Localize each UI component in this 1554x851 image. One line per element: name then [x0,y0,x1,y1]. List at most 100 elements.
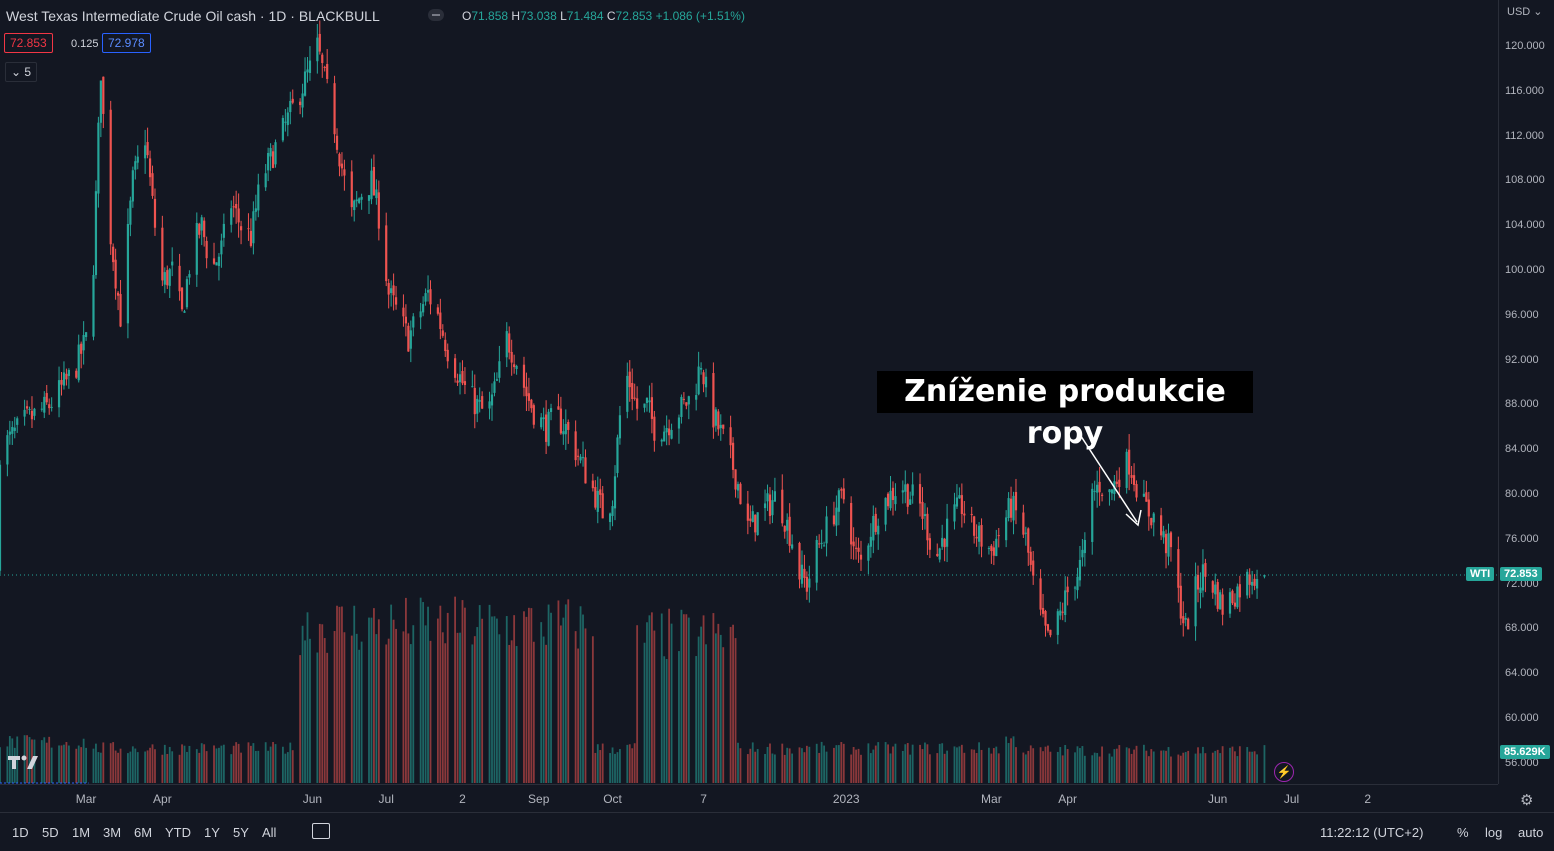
timeframe-button-1m[interactable]: 1M [72,825,91,840]
candle-body [611,506,614,516]
volume-bar [183,745,186,783]
volume-bar [370,617,373,783]
volume-bar [326,652,329,783]
time-axis[interactable]: ⚙ Mar Apr Jun Jul 2 Sep Oct 7 2023 Mar Apr Jun Jul 2 [0,784,1533,813]
timeframe-button-ytd[interactable]: YTD [165,825,191,840]
volume-bar [392,619,395,783]
timeframe-button-3m[interactable]: 3M [103,825,122,840]
volume-bar [717,623,720,783]
timeframe-button-5d[interactable]: 5D [42,825,59,840]
volume-bar [99,752,102,783]
candle-body [254,208,257,212]
candle-body [1096,484,1099,493]
volume-bar [732,624,734,783]
volume-bar [626,744,629,783]
candle-body [274,142,277,165]
candle-body [180,287,184,310]
volume-bar [1162,750,1165,783]
annotation-label[interactable]: Zníženie produkcie ropy [877,371,1253,451]
volume-bar [473,636,476,783]
volume-bar [609,753,611,783]
volume-bar [532,641,535,783]
candle-body [1044,611,1047,626]
chevron-down-icon: ⌄ [11,65,22,79]
candle-body [1194,576,1197,627]
candle-body [1162,531,1165,538]
candle-body [1179,585,1182,619]
chart-area[interactable]: West Texas Intermediate Crude Oil cash ·… [0,0,1498,784]
minus-icon[interactable] [428,9,444,21]
candle-body [530,399,533,409]
candle-body [901,490,904,493]
volume-bar [45,742,48,783]
indicators-toggle[interactable]: ⌄ 5 [5,62,38,82]
time-tick-label: Jun [302,792,323,806]
price-tick-label: 68.000 [1505,622,1539,635]
candle-body [340,163,344,169]
volume-bar [198,752,201,783]
percent-toggle[interactable]: % [1457,825,1469,840]
volume-bar [702,615,705,783]
volume-bar [252,743,255,783]
volume-bar [1253,751,1256,783]
candle-body [471,386,474,388]
volume-bar [842,743,845,783]
volume-bar [1160,750,1163,783]
volume-bar [1147,756,1150,783]
timeframe-button-all[interactable]: All [262,825,277,840]
log-toggle[interactable]: log [1485,825,1503,840]
volume-bar [117,752,119,783]
timeframe-button-5y[interactable]: 5Y [233,825,249,840]
time-tick-label: Jun [1208,792,1228,806]
volume-bar [805,745,808,783]
candle-body [385,225,388,282]
calendar-icon[interactable] [312,823,330,839]
timeframe-button-1y[interactable]: 1Y [204,825,220,840]
candle-body [426,290,430,293]
volume-bar [323,638,326,783]
volume-bar [988,747,990,783]
gear-icon[interactable]: ⚙ [1520,792,1534,809]
candle-body [1233,602,1237,607]
candle-body [338,153,341,167]
candle-body [25,406,29,409]
candle-body [559,408,562,434]
volume-bar [1039,747,1042,783]
buy-button[interactable]: 72.978 [102,33,151,53]
candle-body [321,54,324,64]
lightning-icon[interactable]: ⚡ [1274,762,1294,782]
volume-bar [1238,746,1241,783]
currency-selector[interactable]: USD ⌄ [1507,6,1543,18]
sell-button[interactable]: 72.853 [4,33,53,53]
candle-body [353,200,356,211]
candle-body [540,417,543,428]
clock-readout[interactable]: 11:22:12 (UTC+2) [1320,825,1424,840]
candle-body [1145,492,1148,502]
candle-body [1263,575,1266,577]
volume-bar [756,749,759,783]
volume-bar [407,633,410,783]
volume-bar [1064,745,1067,783]
candle-body [808,578,811,588]
volume-bar [1179,755,1182,783]
volume-bar [687,617,690,783]
volume-bar [1177,754,1180,783]
candle-body [114,259,117,289]
timeframe-button-6m[interactable]: 6M [134,825,153,840]
candle-body [859,554,863,560]
volume-bar [456,632,459,783]
auto-toggle[interactable]: auto [1518,825,1544,840]
candle-body [1160,515,1163,536]
candle-body [1128,449,1131,475]
candle-body [185,279,189,308]
volume-bar [235,742,238,783]
candlestick-chart[interactable] [0,0,1498,784]
candle-body [754,514,757,533]
volume-bar [1202,746,1204,783]
price-axis[interactable]: USD ⌄ 56.000 60.000 64.000 68.000 72.000 76.0… [1498,0,1554,784]
candle-body [850,502,853,545]
candle-body [842,488,845,500]
volume-bar [769,743,771,783]
volume-bar [1076,746,1079,783]
timeframe-button-1d[interactable]: 1D [12,825,29,840]
